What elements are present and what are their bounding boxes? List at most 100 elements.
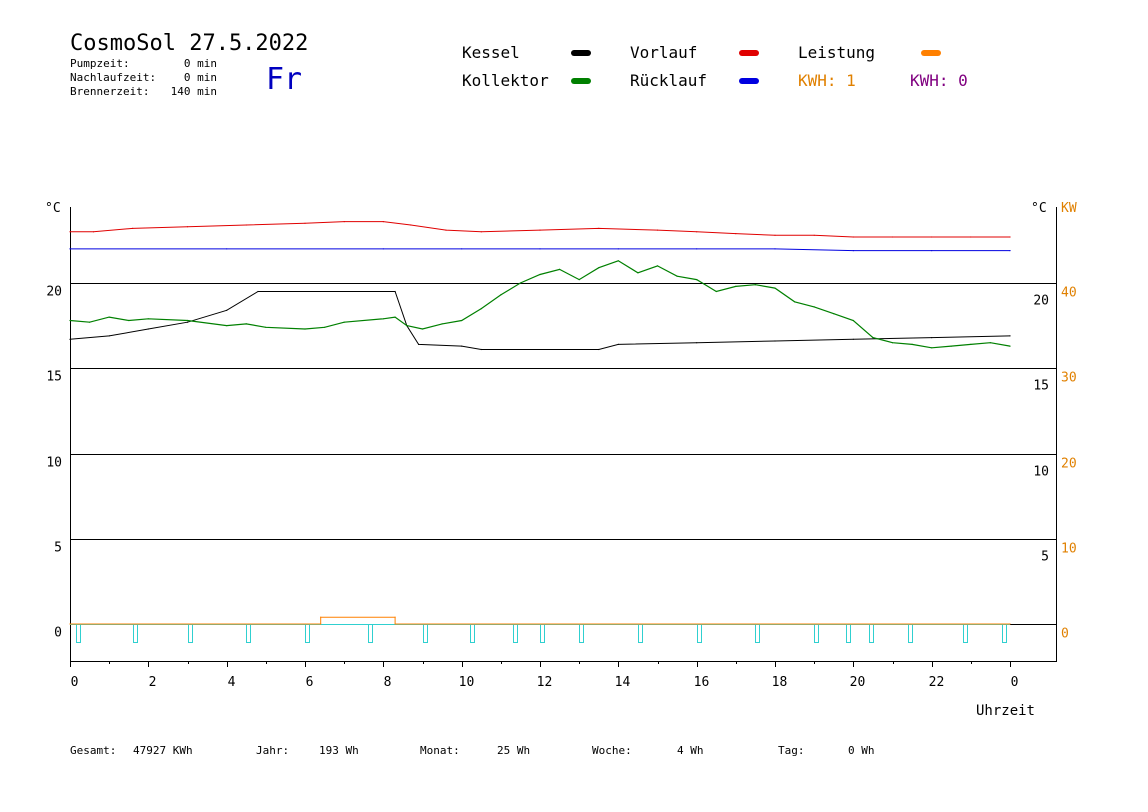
x-tick-label-1: 2 [149,675,157,690]
x-tick-label-0: 0 [71,675,79,690]
series-point-vorlauf-19 [891,236,894,238]
series-point-kollektor-24 [598,267,600,269]
nachlaufzeit-value: 0 min [184,71,217,84]
series-point-kollektor-5 [186,319,189,322]
x-tick-label-12: 0 [1011,675,1019,690]
y-tick-right-20: 20 [1033,294,1049,309]
series-point-kollektor-42 [950,345,952,347]
series-point-kollektor-6 [226,325,228,327]
series-point-vorlauf-13 [656,229,659,231]
series-point-kollektor-28 [676,275,678,277]
x-tick-label-11: 22 [929,675,945,690]
x-ticks: 0 2 4 6 8 10 12 14 16 18 20 22 0 [70,661,1019,690]
series-point-kessel-1 [108,335,110,337]
tag-value: 0 Wh [848,744,875,757]
legend-label-kollektor: Kollektor [462,71,549,90]
gesamt-value: 47927 KWh [133,744,193,757]
legend-swatch-ruecklauf [739,78,759,84]
y-ticks-right: 20 15 10 5 [1033,294,1049,565]
series-point-vorlauf-17 [813,234,815,236]
series-point-kessel-16 [931,337,933,339]
series-point-kollektor-36 [833,313,835,315]
series-point-kessel-8 [418,343,420,345]
y-ticks-left: 20 15 10 5 0 [46,285,62,641]
y-tick-left-5: 5 [54,541,62,556]
series-point-vorlauf-10 [480,231,482,233]
series-point-vorlauf-15 [735,233,737,235]
series-point-leistung-2 [320,616,322,618]
series-line-kessel [69,291,1011,350]
pump-pulse-17 [908,624,913,643]
series-point-kollektor-15 [421,328,424,330]
legend-swatch-kessel [571,50,591,56]
y-axis-unit-left: °C [45,201,61,216]
series-point-kessel-5 [257,290,259,293]
series-point-kollektor-20 [519,282,522,284]
series-point-ruecklauf-5 [617,248,619,250]
series-point-kollektor-30 [715,290,717,293]
pump-pulse-12 [697,624,702,643]
series-point-kollektor-1 [89,321,91,323]
legend-label-ruecklauf: Rücklauf [630,71,707,90]
y-tick-left-20: 20 [46,285,62,300]
pump-pulse-18 [963,624,968,643]
pump-pulse-15 [846,624,851,643]
pump-pulse-3 [246,624,251,643]
x-tick-label-2: 4 [228,675,236,690]
tag-label: Tag: [778,744,805,757]
woche-label: Woche: [592,744,632,757]
brennerzeit-value: 140 min [171,85,217,98]
series-point-kollektor-22 [559,268,561,270]
y2-tick-40: 40 [1061,286,1077,301]
pump-pulse-11 [638,624,643,643]
series-line-leistung [70,616,1010,625]
series-point-leistung-3 [394,616,396,618]
series-point-kollektor-8 [265,326,267,328]
series-point-vorlauf-16 [774,234,776,236]
pump-pulse-5 [368,624,373,643]
series-point-ruecklauf-7 [774,248,776,250]
y2-tick-10: 10 [1061,542,1077,557]
series-point-kollektor-19 [500,294,502,296]
x-tick-label-8: 16 [694,675,710,690]
series-point-kollektor-35 [813,306,815,308]
legend-label-kessel: Kessel [462,43,520,62]
series-point-kollektor-2 [108,316,110,318]
series-point-kollektor-32 [754,284,757,286]
series-point-kessel-15 [852,338,854,340]
series-point-ruecklauf-2 [382,248,384,250]
series-point-kollektor-21 [539,273,541,276]
x-tick-label-6: 12 [537,675,553,690]
series-point-kessel-17 [1009,335,1011,337]
y2-axis-unit: KW [1061,201,1077,216]
x-tick-label-4: 8 [384,675,392,690]
series-point-kollektor-29 [696,279,698,281]
series-point-kollektor-40 [911,343,913,345]
series-point-kollektor-26 [637,272,639,274]
series-point-vorlauf-0 [69,231,71,233]
y2-tick-0: 0 [1061,627,1069,642]
pump-pulse-6 [423,624,428,643]
series-point-vorlauf-1 [92,231,95,233]
x-tick-label-7: 14 [615,675,631,690]
y-tick-left-10: 10 [46,456,62,471]
monat-value: 25 Wh [497,744,530,757]
series-point-kessel-2 [147,328,149,330]
nachlaufzeit-label: Nachlaufzeit: [70,71,156,84]
series-point-kollektor-27 [656,265,659,267]
y-tick-left-0: 0 [54,626,62,641]
series-point-leistung-5 [1009,623,1011,625]
legend-label-vorlauf: Vorlauf [630,43,697,62]
plot-area: °C °C KW 20 15 10 5 0 20 15 10 5 40 30 20 10 0 0 2 4 6… [45,201,1077,719]
series-point-vorlauf-4 [245,224,247,226]
series-layer [69,221,1011,625]
series-point-kollektor-17 [461,319,463,322]
pump-pulse-16 [869,624,874,643]
pump-pulses [70,624,1010,643]
series-point-kollektor-7 [245,323,247,325]
series-point-kollektor-12 [382,318,384,320]
series-point-ruecklauf-3 [461,248,463,250]
monat-label: Monat: [420,744,460,757]
x-tick-label-10: 20 [850,675,866,690]
